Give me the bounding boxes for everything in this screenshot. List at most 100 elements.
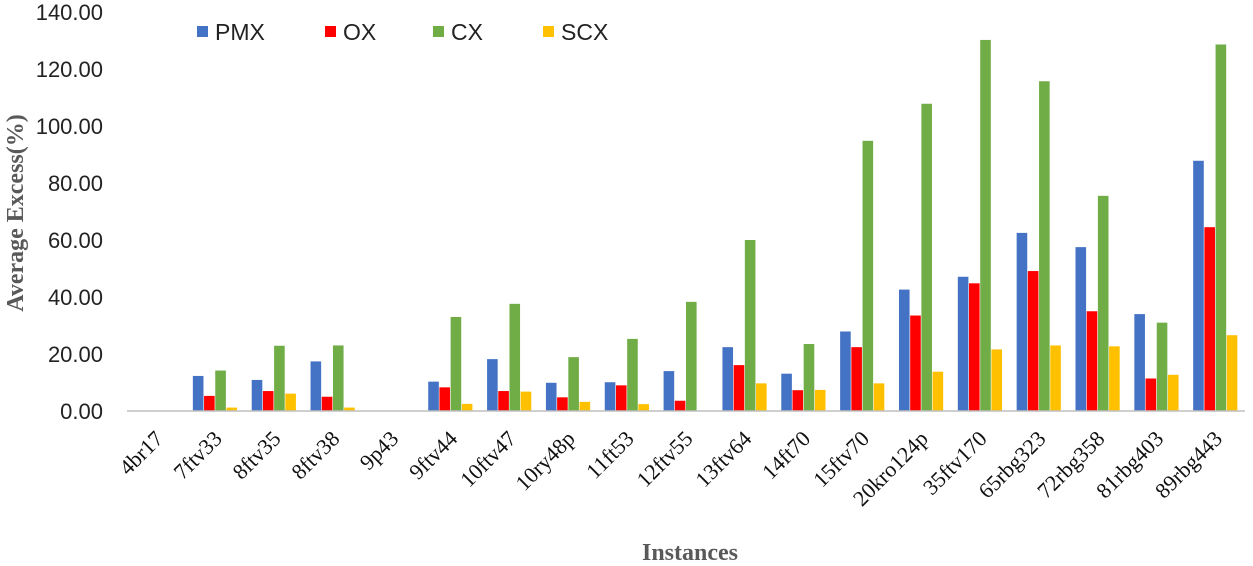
bar-scx (814, 389, 826, 411)
bar-scx (1109, 346, 1120, 411)
bar-pmx (781, 373, 792, 411)
bar-pmx (1075, 247, 1087, 412)
bar-scx (1050, 345, 1061, 411)
bar-pmx (604, 382, 616, 411)
bar-cx (921, 103, 932, 412)
x-axis-label: Instances (642, 540, 738, 566)
legend-label-pmx: PMX (215, 19, 265, 45)
x-tick-label: 11ft53 (581, 426, 639, 484)
bar-ox (910, 315, 921, 411)
legend-swatch-ox (325, 26, 336, 37)
bar-ox (733, 365, 745, 411)
bar-ox (969, 283, 980, 411)
bar-scx (1167, 374, 1179, 411)
bar-pmx (898, 289, 910, 411)
bar-pmx (1016, 232, 1028, 412)
bar-pmx (722, 347, 734, 411)
bar-cx (1215, 44, 1227, 412)
x-tick-label: 9ftv44 (404, 426, 462, 484)
bar-pmx (310, 361, 322, 411)
bar-pmx (840, 331, 851, 411)
bar-scx (1226, 335, 1238, 411)
legend-label-ox: OX (343, 19, 376, 45)
bar-pmx (545, 382, 557, 411)
bar-pmx (428, 381, 439, 411)
x-tick-label: 13ftv64 (690, 426, 756, 492)
bar-cx (627, 338, 638, 411)
bar-pmx (1193, 160, 1204, 411)
y-axis-label: Average Excess(%) (3, 114, 29, 311)
bar-pmx (487, 359, 498, 411)
bar-scx (932, 371, 944, 411)
x-tick-label: 10ry48p (510, 426, 580, 496)
y-tick-label: 40.00 (48, 285, 103, 310)
bar-cx (332, 345, 344, 411)
bar-ox (851, 347, 862, 411)
x-tick-label: 12ftv55 (631, 426, 697, 492)
bar-cx (1097, 195, 1109, 411)
bar-cx (686, 301, 697, 411)
bar-ox (1145, 378, 1157, 411)
bar-cx (803, 344, 815, 411)
legend-swatch-pmx (197, 26, 208, 37)
bar-ox (615, 385, 627, 411)
bar-cx (1156, 322, 1168, 411)
bar-cx (1039, 81, 1050, 411)
x-axis-ticks: 4br17 7ftv33 8ftv35 8ftv38 9p43 9ftv4410ftv47… (114, 426, 1227, 511)
legend-swatch-scx (543, 26, 554, 37)
legend-swatch-cx (433, 26, 444, 37)
bar-ox (1086, 311, 1098, 411)
y-tick-label: 60.00 (48, 228, 103, 253)
y-tick-label: 100.00 (36, 114, 103, 139)
x-tick-label: 7ftv33 (168, 426, 226, 484)
bar-scx (991, 349, 1003, 411)
bar-ox (321, 396, 333, 411)
y-tick-label: 120.00 (36, 57, 103, 82)
bar-ox (1027, 271, 1039, 411)
legend-label-scx: SCX (561, 19, 608, 45)
bar-pmx (1134, 314, 1145, 411)
bar-scx (461, 403, 473, 412)
y-tick-label: 140.00 (36, 0, 103, 25)
y-tick-label: 80.00 (48, 171, 103, 196)
bar-pmx (251, 379, 263, 411)
bar-cx (568, 357, 579, 411)
legend-label-cx: CX (451, 19, 483, 45)
bar-cx (215, 370, 226, 411)
bar-pmx (192, 375, 204, 411)
bar-ox (557, 397, 568, 411)
bar-ox (204, 395, 215, 411)
bar-ox (498, 391, 509, 411)
bar-scx (520, 391, 532, 411)
bar-scx (344, 407, 355, 411)
bar-ox (674, 400, 686, 411)
bar-scx (638, 404, 649, 411)
bar-scx (285, 393, 296, 411)
bar-scx (579, 401, 591, 411)
bar-ox (1204, 227, 1215, 411)
x-tick-label: 8ftv38 (286, 426, 344, 484)
bar-cx (862, 140, 874, 411)
bar-cx (744, 240, 756, 411)
bar-cx (509, 303, 521, 411)
legend: PMX OX CX SCX (197, 19, 608, 45)
x-tick-label: 8ftv35 (227, 426, 285, 484)
bar-cx (274, 345, 285, 411)
x-tick-label: 10ftv47 (455, 426, 521, 492)
y-tick-label: 20.00 (48, 342, 103, 367)
bar-cx (980, 39, 991, 412)
bar-ox (792, 390, 804, 411)
y-axis-ticks: 0.00 20.00 40.00 60.00 80.00 100.00 120.00 140.… (36, 0, 103, 424)
bar-scx (226, 407, 238, 411)
bar-pmx (663, 371, 675, 411)
x-tick-label: 14ft70 (757, 426, 815, 484)
bars (192, 39, 1238, 412)
bar-scx (756, 383, 767, 411)
x-tick-label: 4br17 (114, 426, 168, 480)
y-tick-label: 0.00 (60, 399, 103, 424)
bar-scx (873, 383, 885, 411)
bar-ox (439, 387, 451, 411)
bar-pmx (957, 276, 969, 411)
x-tick-label: 9p43 (355, 426, 404, 475)
